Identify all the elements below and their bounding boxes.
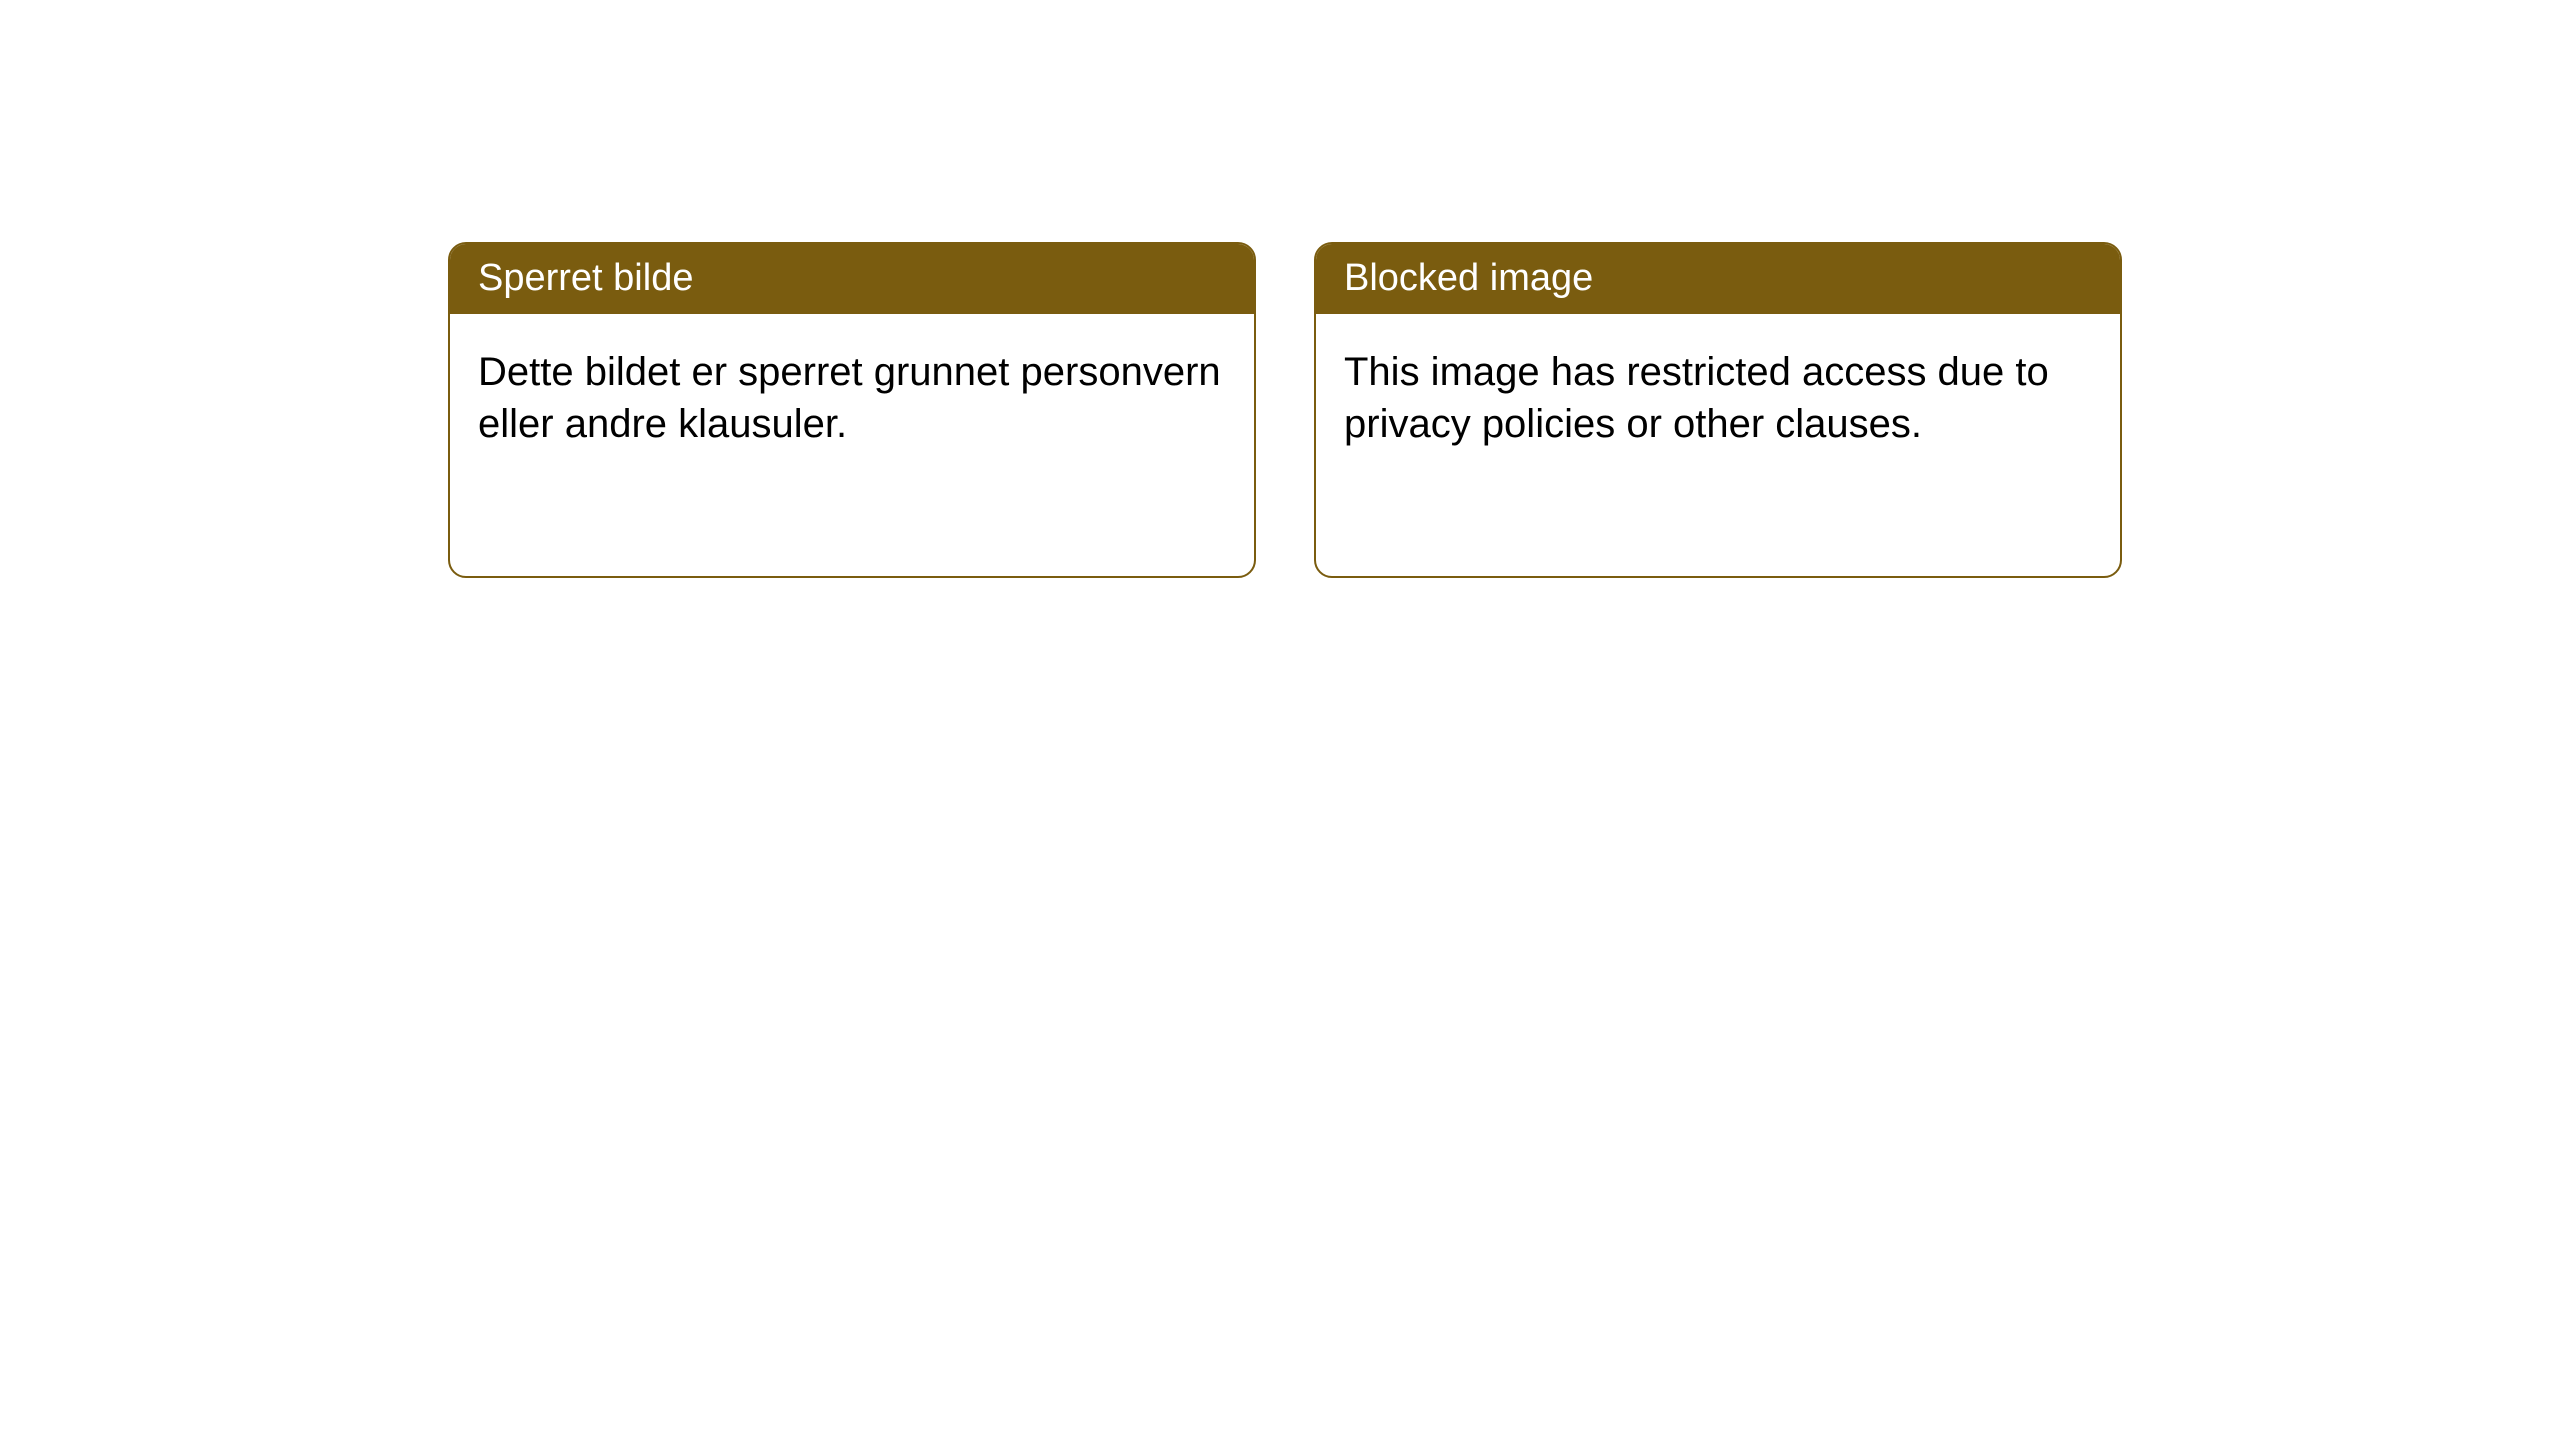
notice-card-english: Blocked image This image has restricted … — [1314, 242, 2122, 578]
notice-header: Blocked image — [1316, 244, 2120, 314]
notice-card-norwegian: Sperret bilde Dette bildet er sperret gr… — [448, 242, 1256, 578]
notice-container: Sperret bilde Dette bildet er sperret gr… — [0, 0, 2560, 578]
notice-body: Dette bildet er sperret grunnet personve… — [450, 314, 1254, 482]
notice-header: Sperret bilde — [450, 244, 1254, 314]
notice-body: This image has restricted access due to … — [1316, 314, 2120, 482]
